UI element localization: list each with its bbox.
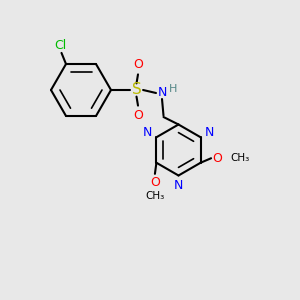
Text: O: O [150,176,160,189]
Text: O: O [212,152,222,165]
Text: O: O [133,109,143,122]
Text: S: S [132,82,141,98]
Text: Cl: Cl [54,39,66,52]
Text: N: N [205,126,214,139]
Text: H: H [169,84,178,94]
Text: CH₃: CH₃ [231,153,250,163]
Text: CH₃: CH₃ [145,191,164,201]
Text: N: N [157,86,167,100]
Text: N: N [143,126,152,139]
Text: N: N [174,179,183,192]
Text: O: O [133,58,143,71]
